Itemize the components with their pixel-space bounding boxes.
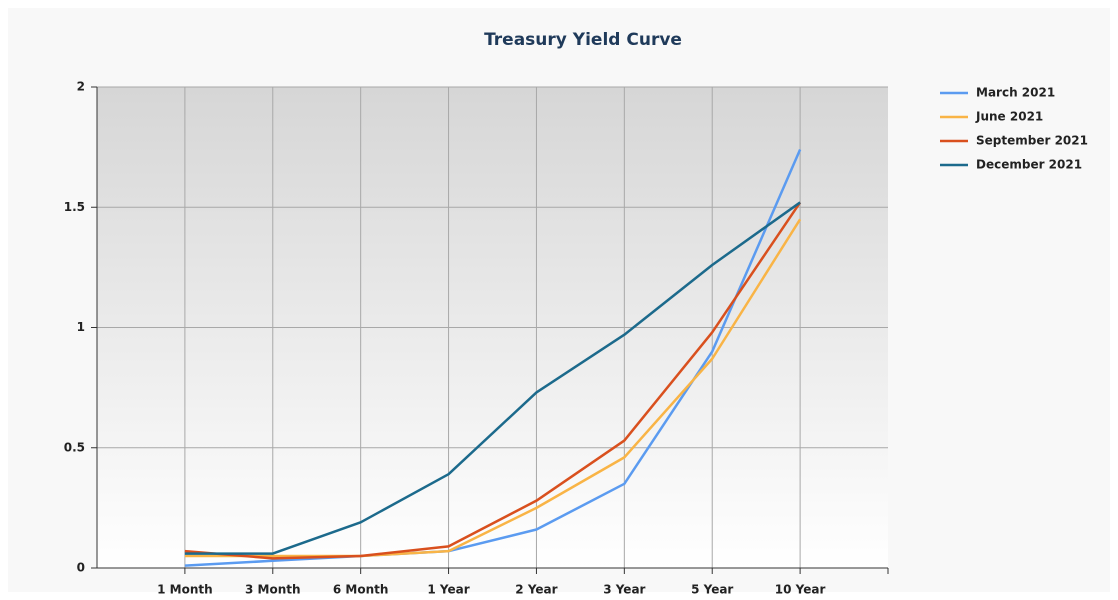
- y-tick-label: 2: [77, 80, 85, 94]
- chart-title: Treasury Yield Curve: [484, 30, 682, 50]
- y-tick-label: 0: [77, 561, 85, 575]
- x-tick-label: 10 Year: [775, 583, 826, 597]
- x-tick-label: 5 Year: [691, 583, 733, 597]
- x-tick-label: 1 Year: [427, 583, 469, 597]
- series-line: [184, 218, 802, 558]
- x-tick-label: 1 Month: [157, 583, 213, 597]
- x-tick-label: 3 Year: [603, 583, 645, 597]
- x-tick-label: 6 Month: [333, 583, 389, 597]
- y-tick-label: 1.5: [64, 200, 85, 214]
- y-tick-label: 1: [77, 320, 85, 334]
- legend-label: December 2021: [976, 158, 1082, 172]
- legend-label: September 2021: [976, 134, 1088, 148]
- legend-label: June 2021: [975, 110, 1043, 124]
- series-line: [184, 201, 802, 560]
- series-line: [184, 201, 801, 555]
- x-tick-label: 2 Year: [515, 583, 557, 597]
- legend-label: March 2021: [976, 86, 1055, 100]
- x-tick-label: 3 Month: [245, 583, 301, 597]
- y-tick-label: 0.5: [64, 440, 85, 454]
